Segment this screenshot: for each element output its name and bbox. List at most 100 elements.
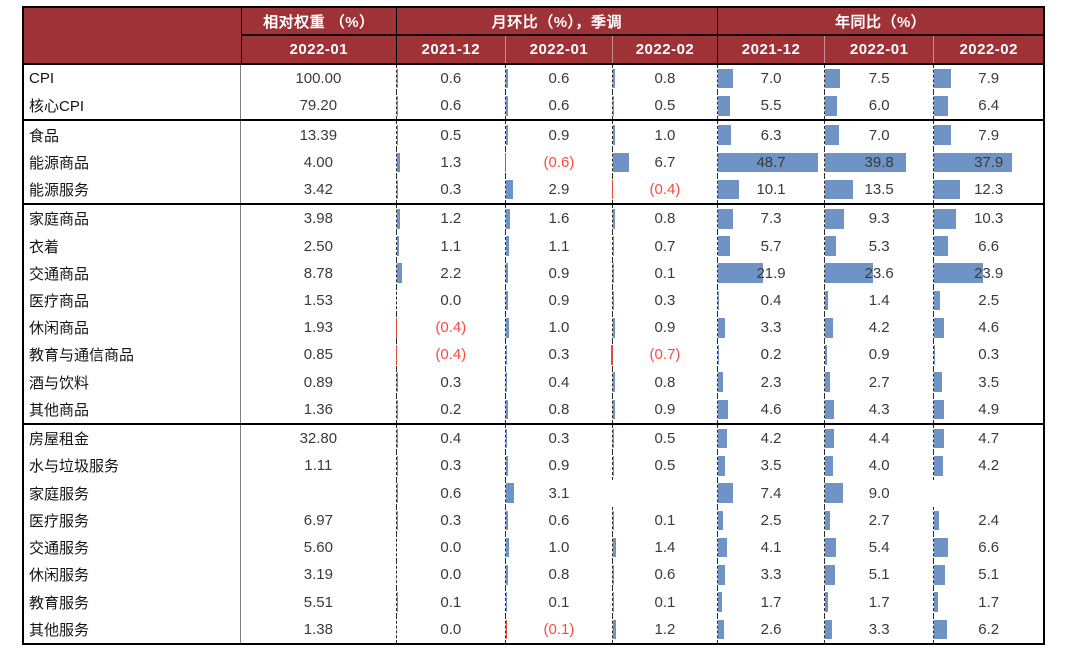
table-subheaders: 2022-01 2021-12 2022-01 2022-02 2021-12 2022-… [24,36,1043,63]
table-row: 医疗商品 1.53 0.0 0.9 0.3 0.4 1.4 2.5 [24,286,1043,315]
cell-value: 0.6 [548,70,570,88]
bar-positive [396,68,399,89]
cell-yoy-2022-02: 2.5 [933,286,1043,315]
cell-weight: 32.80 [241,425,395,452]
bar-positive [718,483,734,503]
cell-yoy-2021-12: 1.7 [717,588,824,616]
cell-weight: 13.39 [241,121,395,148]
cell-mom-2022-02: 1.4 [611,533,718,562]
cell-value: 1.38 [303,620,333,638]
cell-yoy-2022-02: 23.9 [933,259,1043,287]
bar-positive [824,179,853,200]
subheader-col-4: 2022-02 [611,36,718,63]
cell-value: 0.1 [654,511,676,529]
cell-mom-2022-02: 0.8 [611,65,718,93]
subheader-col-6: 2022-01 [823,36,934,63]
bar-positive [718,565,726,585]
cell-yoy-2021-12: 4.1 [717,533,824,562]
bar-positive [934,125,951,145]
bar-positive [934,290,940,311]
cell-value: 12.3 [974,181,1004,199]
bar-positive [718,510,724,531]
bar-positive [934,399,945,420]
cell-yoy-2021-12: 10.1 [717,175,824,204]
table-row: 休闲服务 3.19 0.0 0.8 0.6 3.3 5.1 5.1 [24,561,1043,589]
cell-mom-2022-02: 0.9 [611,395,718,424]
cell-yoy-2022-02: 0.3 [933,341,1043,369]
cell-yoy-2022-01: 13.5 [823,175,934,204]
cell-weight: 1.36 [241,396,395,423]
bar-positive [718,68,733,89]
cell-value: 1.93 [303,319,333,337]
cell-yoy-2022-01: 0.9 [823,341,934,369]
cell-value: 6.3 [760,126,782,144]
cell-yoy-2021-12: 48.7 [717,148,824,176]
bar-positive [718,236,730,256]
bar-positive [934,263,984,284]
cell-mom-2021-12: 0.5 [395,121,506,149]
cell-value: 4.0 [868,457,890,475]
cell-value: 6.0 [868,97,890,115]
cell-yoy-2022-02: 37.9 [933,148,1043,176]
bar-positive [612,208,615,229]
bar-positive [506,565,509,585]
cell-yoy-2022-02: 6.6 [933,533,1043,562]
cell-weight: 100.00 [241,65,395,92]
cell-yoy-2021-12: 7.3 [717,205,824,233]
cell-yoy-2022-02: 10.3 [933,205,1043,233]
cell-value: 0.5 [654,97,676,115]
cell-mom-2022-02: 1.0 [611,121,718,149]
cell-yoy-2022-01: 4.3 [823,395,934,424]
bar-positive [396,510,398,531]
cell-mom-2022-02: 0.9 [611,314,718,342]
cell-value: (0.4) [435,346,467,364]
cell-mom-2022-01: 0.9 [505,452,612,480]
cell-weight: 1.11 [241,452,395,479]
header-group-blank [24,8,241,36]
cell-value: 0.0 [440,566,462,584]
row-label: 房屋租金 [24,425,242,453]
cell-value: (0.7) [649,346,681,364]
cell-value: 9.3 [868,210,890,228]
cell-value: 6.6 [978,237,1000,255]
cell-mom-2021-12: 1.3 [395,148,506,176]
cell-yoy-2022-02: 4.2 [933,452,1043,480]
cell-value: 1.0 [548,319,570,337]
cell-value: 2.9 [548,181,570,199]
cell-value: 0.6 [654,566,676,584]
bar-positive [396,236,400,256]
cell-value: 0.2 [760,346,782,364]
cell-value: 0.3 [978,346,1000,364]
cell-value: 0.3 [548,430,570,448]
cell-weight: 5.51 [241,588,395,615]
cell-yoy-2022-01: 2.7 [823,506,934,534]
cell-mom-2021-12: 2.2 [395,259,506,287]
cell-mom-2022-02: 0.5 [611,92,718,120]
cell-yoy-2022-01: 4.4 [823,425,934,453]
cell-yoy-2022-01: 39.8 [823,148,934,176]
bar-positive [934,208,956,229]
cell-weight: 0.89 [241,369,395,396]
cpi-table: 相对权重 （%） 月环比（%），季调 年同比（%） 2022-01 2021-12 202… [22,6,1045,645]
bar-positive [934,592,938,612]
cell-mom-2022-01: 1.6 [505,205,612,233]
cell-mom-2022-02: (0.4) [611,175,718,204]
cell-weight: 4.00 [241,149,395,176]
bar-positive [824,619,832,640]
bar-positive [718,537,727,558]
cell-mom-2022-01: 0.4 [505,368,612,396]
cell-value: 0.6 [548,97,570,115]
bar-positive [824,290,828,311]
cell-mom-2022-02: 0.8 [611,368,718,396]
bar-positive [612,317,615,338]
table-row: 房屋租金 32.80 0.4 0.3 0.5 4.2 4.4 4.7 [24,423,1043,453]
bar-positive [824,152,907,173]
cell-yoy-2022-01: 4.0 [823,452,934,480]
row-label: 休闲商品 [24,314,242,342]
cell-value: 13.39 [299,126,338,144]
cell-mom-2021-12: 0.0 [395,615,506,643]
cell-value: 1.0 [654,126,676,144]
bar-positive [824,96,838,116]
cell-yoy-2021-12: 2.5 [717,506,824,534]
bar-positive [934,317,944,338]
